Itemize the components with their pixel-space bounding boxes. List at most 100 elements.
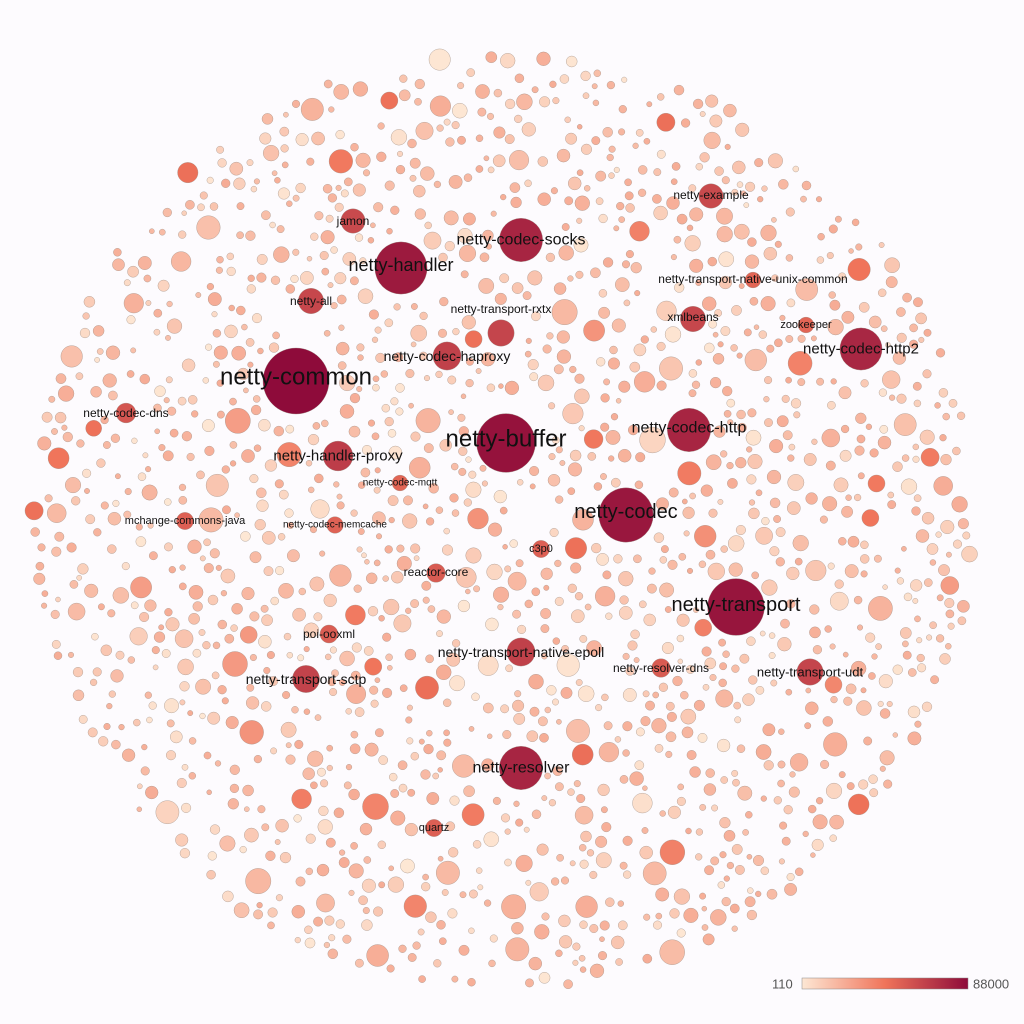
bubble-node: [82, 312, 90, 320]
bubble-node: [345, 604, 366, 626]
bubble-node: [616, 201, 625, 211]
bubble-node: [638, 600, 647, 609]
bubble-node: [220, 590, 228, 597]
bubble-node: [118, 723, 125, 731]
bubble-node: [713, 425, 726, 438]
bubble-node: [368, 309, 379, 320]
bubble-node: [162, 450, 174, 462]
bubble-node: [865, 423, 873, 430]
bubble-node: [685, 665, 695, 674]
bubble-node: [169, 428, 179, 438]
bubble-node: [797, 378, 806, 387]
bubble-node: [426, 729, 433, 737]
bubble-node: [567, 487, 576, 496]
bubble-node: [567, 583, 577, 593]
bubble-node: [782, 430, 793, 441]
bubble-node: [546, 685, 557, 696]
bubble-node: [236, 231, 244, 240]
bubble-node: [198, 629, 206, 636]
bubble-node: [324, 915, 335, 926]
bubble-node: [944, 597, 955, 609]
bubble-node: [674, 282, 685, 293]
bubble-node: [216, 145, 225, 154]
bubble-node: [405, 368, 415, 379]
bubble-node: [599, 920, 610, 931]
bubble-node: [552, 637, 561, 645]
bubble-netty-resolver: [499, 746, 543, 790]
bubble-node: [414, 208, 426, 220]
bubble-node: [710, 909, 727, 926]
bubble-node: [668, 487, 679, 498]
bubble-node: [745, 811, 753, 819]
bubble-node: [249, 653, 257, 662]
bubble-node: [181, 210, 187, 216]
bubble-node: [735, 457, 747, 469]
bubble-node: [593, 482, 603, 491]
bubble-node: [945, 643, 952, 650]
labeled-nodes: [115, 183, 883, 837]
bubble-node: [302, 767, 315, 780]
bubble-node: [718, 638, 727, 647]
bubble-node: [214, 760, 222, 767]
bubble-node: [517, 624, 527, 634]
bubble-node: [477, 655, 499, 676]
bubble-netty-transport-native-epoll: [506, 637, 536, 667]
bubble-node: [607, 357, 620, 370]
bubble-node: [643, 613, 656, 627]
bubble-node: [370, 699, 379, 708]
bubble-node: [187, 710, 194, 717]
bubble-node: [465, 481, 482, 498]
bubble-node: [860, 570, 868, 578]
bubble-node: [712, 353, 725, 365]
bubble-node: [858, 779, 869, 790]
bubble-node: [422, 503, 429, 510]
bubble-node: [524, 179, 532, 188]
bubble-node: [548, 799, 557, 807]
bubble-node: [549, 527, 559, 538]
bubble-node: [605, 429, 621, 445]
bubble-node: [761, 516, 770, 526]
bubble-netty-codec-mqtt: [391, 474, 409, 492]
bubble-node: [338, 849, 346, 856]
bubble-node: [323, 329, 331, 337]
bubble-node: [529, 483, 536, 490]
bubble-node: [410, 341, 417, 348]
bubble-node: [346, 684, 367, 704]
bubble-node: [245, 696, 260, 710]
bubble-node: [338, 679, 346, 686]
bubble-node: [817, 232, 825, 241]
bubble-node: [787, 351, 813, 376]
bubble-node: [618, 571, 634, 587]
bubble-node: [912, 455, 920, 463]
bubble-node: [907, 668, 917, 677]
bubble-node: [868, 596, 893, 621]
bubble-node: [111, 739, 121, 750]
bubble-node: [569, 449, 582, 462]
bubble-node: [558, 914, 571, 928]
bubble-node: [785, 254, 794, 262]
bubble-node: [24, 501, 44, 521]
bubble-node: [732, 160, 746, 175]
bubble-node: [695, 162, 704, 171]
bubble-node: [575, 270, 584, 279]
bubble-node: [570, 562, 582, 574]
bubble-node: [443, 118, 451, 126]
bubble-node: [165, 334, 171, 341]
bubble-node: [336, 501, 345, 510]
bubble-node: [85, 514, 96, 525]
bubble-node: [465, 378, 474, 388]
bubble-node: [896, 307, 906, 317]
bubble-node: [746, 636, 756, 646]
bubble-node: [742, 829, 749, 836]
bubble-node: [414, 78, 425, 90]
bubble-node: [92, 667, 102, 677]
bubble-node: [457, 599, 471, 613]
bubble-node: [461, 803, 485, 827]
bubble-node: [527, 270, 543, 286]
bubble-node: [583, 429, 604, 449]
bubble-node: [525, 978, 534, 988]
bubble-node: [600, 422, 610, 432]
bubble-node: [912, 443, 920, 451]
bubble-node: [726, 461, 734, 470]
bubble-netty-codec-http2: [839, 327, 883, 371]
